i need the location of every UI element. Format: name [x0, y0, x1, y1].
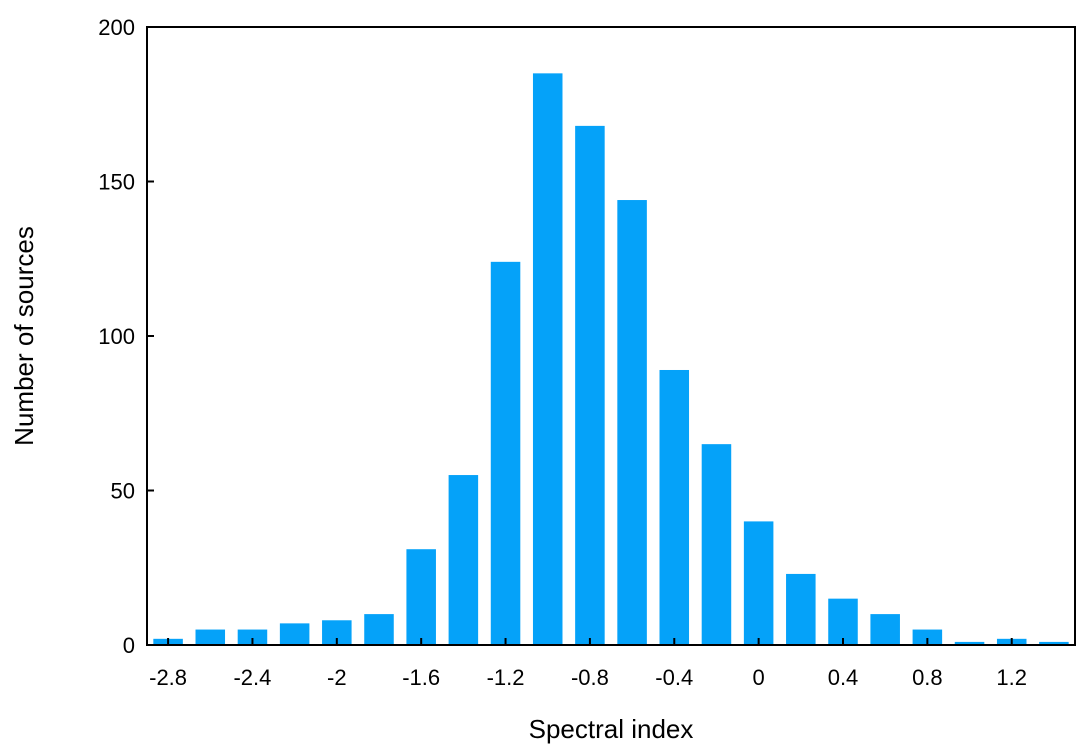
y-axis: 0 50 100 150 200	[98, 15, 154, 658]
x-tick-label: 0.4	[828, 665, 859, 690]
bar	[364, 614, 394, 645]
x-tick-label: 0	[753, 665, 765, 690]
y-tick-label: 200	[98, 15, 135, 40]
x-tick-label: -1.2	[487, 665, 525, 690]
bar	[786, 573, 816, 645]
bar	[659, 369, 690, 645]
bar	[954, 641, 985, 645]
bar	[617, 200, 647, 646]
bar	[279, 623, 310, 645]
y-axis-title: Number of sources	[9, 226, 39, 446]
x-axis: -2.8 -2.4 -2 -1.6 -1.2 -0.8 -0.4 0 0.4 0.8 1.2	[149, 638, 1027, 690]
bar	[1039, 641, 1069, 645]
x-tick-label: -2.8	[149, 665, 187, 690]
x-tick-label: -0.8	[571, 665, 609, 690]
bars-group	[153, 73, 1069, 646]
y-tick-label: 100	[98, 324, 135, 349]
bar	[870, 614, 900, 645]
bar	[575, 125, 605, 645]
y-tick-label: 150	[98, 170, 135, 195]
bar	[701, 444, 732, 645]
bar	[828, 598, 858, 645]
bar	[448, 475, 479, 645]
y-tick-label: 0	[123, 633, 135, 658]
y-tick-label: 50	[111, 479, 135, 504]
x-axis-title: Spectral index	[529, 714, 694, 744]
x-tick-label: -1.6	[402, 665, 440, 690]
bar	[912, 629, 943, 645]
bar	[406, 549, 436, 645]
bar	[532, 73, 563, 646]
bar	[743, 521, 774, 645]
bar	[237, 629, 268, 645]
x-tick-label: -2.4	[233, 665, 271, 690]
x-tick-label: -2	[327, 665, 347, 690]
x-tick-label: -0.4	[655, 665, 693, 690]
bar	[195, 629, 226, 645]
bar	[490, 261, 521, 645]
x-tick-label: 0.8	[912, 665, 943, 690]
x-tick-label: 1.2	[996, 665, 1027, 690]
plot-frame	[146, 26, 1076, 646]
